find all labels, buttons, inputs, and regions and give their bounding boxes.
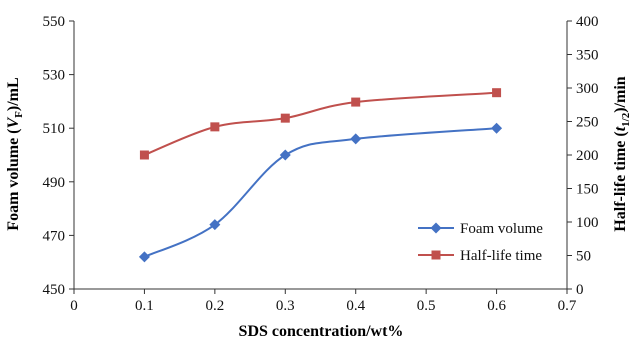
left-tick-label: 530 [43,68,66,84]
foam-volume-point [491,122,503,134]
foam-volume-line [144,127,497,258]
x-axis-ticks: 0 0.1 0.2 0.3 0.4 0.5 0.6 0.7 [70,289,577,314]
right-tick-label: 50 [576,249,591,265]
right-tick-label: 250 [576,115,599,131]
foam-volume-point [138,251,150,263]
left-tick-label: 490 [43,175,66,191]
x-tick-label: 0.4 [346,298,365,314]
x-tick-label: 0.2 [205,298,224,314]
left-tick-label: 510 [43,121,66,137]
right-axis-ticks: 0 50 100 150 200 250 300 350 400 [567,14,599,298]
legend-foam-volume-label: Foam volume [460,221,543,237]
legend: Foam volume Half-life time [418,221,543,264]
foam-volume-point [279,149,291,161]
half-life-time-point [492,88,502,98]
legend-half-life-time-label: Half-life time [460,248,542,264]
x-tick-label: 0.5 [417,298,436,314]
left-tick-label: 450 [43,282,66,298]
right-tick-label: 150 [576,182,599,198]
half-life-time-point [351,97,361,107]
legend-foam-volume-marker [430,222,442,234]
half-life-time-point [210,122,220,132]
half-life-time-point [280,113,290,123]
x-tick-label: 0 [70,298,78,314]
left-tick-label: 470 [43,228,66,244]
right-tick-label: 300 [576,81,599,97]
right-tick-label: 400 [576,14,599,30]
x-axis-title: SDS concentration/wt% [239,323,404,340]
foam-volume-point [350,133,362,145]
half-life-time-line [144,91,497,156]
x-tick-label: 0.1 [135,298,154,314]
left-axis-title: Foam volume (VF)/mL [5,77,25,230]
left-tick-label: 550 [43,14,66,30]
right-tick-label: 200 [576,148,599,164]
left-axis-ticks: 450 470 490 510 530 550 [43,14,74,298]
series-markers [138,88,503,263]
x-tick-label: 0.3 [276,298,295,314]
x-tick-label: 0.7 [558,298,577,314]
x-tick-label: 0.6 [487,298,506,314]
right-tick-label: 350 [576,48,599,64]
legend-half-life-time-marker [431,250,441,260]
half-life-time-point [139,150,149,160]
right-tick-label: 0 [576,282,584,298]
right-tick-label: 100 [576,215,599,231]
series-lines [144,91,497,258]
foam-volume-point [209,219,221,231]
right-axis-title: Half-life time (t1/2)/min [612,76,632,231]
